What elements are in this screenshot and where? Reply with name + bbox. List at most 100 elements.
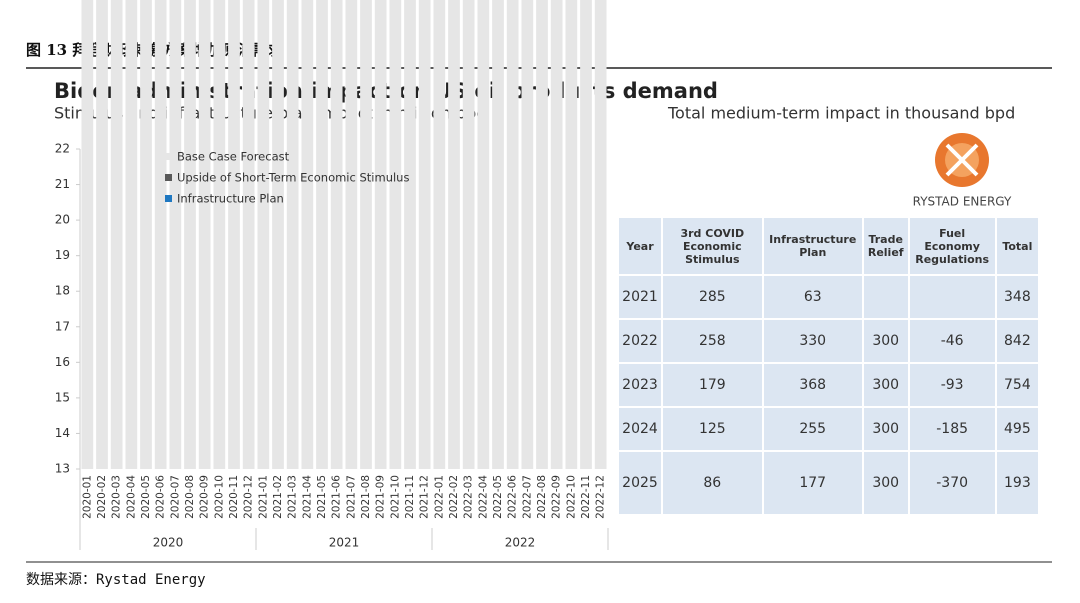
- x-tick-label: 2020-09: [199, 475, 211, 519]
- x-tick-label: 2020-05: [140, 475, 152, 519]
- table-cell: 2021: [617, 274, 663, 320]
- table-cell: 495: [994, 406, 1041, 452]
- x-tick-label: 2020-07: [169, 475, 181, 519]
- x-tick-label: 2022-08: [536, 475, 548, 519]
- table-cell: 86: [660, 450, 764, 516]
- table-cell: 285: [660, 274, 764, 320]
- x-tick-label: 2020-12: [243, 475, 255, 519]
- x-tick-label: 2022-06: [507, 475, 519, 519]
- bar-segment: [110, 0, 123, 470]
- x-tick-label: 2022-04: [477, 475, 489, 519]
- y-tick-label: 19: [55, 248, 70, 262]
- table-cell: 179: [660, 362, 764, 408]
- bar-segment: [521, 0, 534, 469]
- bar-segment: [433, 0, 446, 469]
- bar-segment: [389, 0, 402, 469]
- bar-segment: [360, 0, 372, 469]
- bar-segment: [506, 0, 519, 470]
- table-cell: -46: [907, 318, 997, 364]
- x-tick-label: 2022-07: [521, 475, 533, 519]
- x-tick-label: 2021-04: [301, 475, 313, 519]
- legend-swatch: [165, 153, 172, 160]
- bar-segment: [257, 0, 270, 469]
- table-header-cell: Infrastructure Plan: [761, 216, 864, 276]
- bar-segment: [198, 0, 211, 470]
- y-tick-label: 16: [55, 355, 70, 369]
- x-group-label: 2022: [505, 536, 536, 550]
- table-row: 2022 258 330 300 -46 842: [617, 318, 1041, 364]
- table-header-cell: Year: [617, 216, 663, 276]
- y-tick-label: 14: [55, 426, 70, 440]
- impact-table: Year 3rd COVID Economic Stimulus Infrastru…: [617, 216, 1041, 516]
- bar-segment: [594, 0, 607, 469]
- table-title: Total medium-term impact in thousand bpd: [667, 104, 1015, 123]
- x-tick-label: 2020-08: [184, 475, 196, 519]
- x-tick-label: 2021-06: [331, 475, 343, 519]
- x-tick-label: 2020-11: [228, 475, 240, 519]
- table-cell: -185: [907, 406, 997, 452]
- table-cell: 193: [994, 450, 1041, 516]
- legend-label: Upside of Short-Term Economic Stimulus: [177, 171, 409, 185]
- table-cell: 2023: [617, 362, 663, 408]
- x-group-label: 2021: [329, 536, 360, 550]
- table-cell: -93: [907, 362, 997, 408]
- table-cell: 2024: [617, 406, 663, 452]
- table-cell: 300: [861, 406, 910, 452]
- y-tick-label: 15: [55, 390, 70, 404]
- bar-segment: [140, 0, 152, 470]
- table-cell: 63: [761, 274, 864, 320]
- x-tick-label: 2021-12: [419, 475, 431, 519]
- legend-label: Base Case Forecast: [177, 150, 290, 164]
- x-tick-label: 2021-08: [360, 475, 372, 519]
- table-header-cell: Total: [994, 216, 1041, 276]
- x-tick-label: 2021-10: [389, 475, 401, 519]
- x-tick-label: 2022-09: [551, 475, 563, 519]
- x-tick-label: 2022-11: [580, 475, 592, 519]
- bar-segment: [301, 0, 314, 470]
- table-cell: 842: [994, 318, 1041, 364]
- table-cell: 258: [660, 318, 764, 364]
- table-cell: 368: [761, 362, 864, 408]
- table-cell: 177: [761, 450, 864, 516]
- bar-segment: [125, 0, 138, 470]
- bar-segment: [213, 0, 226, 469]
- bar-segment: [286, 0, 299, 470]
- bar-segment: [462, 0, 475, 469]
- x-tick-label: 2022-02: [448, 475, 460, 519]
- bar-segment: [550, 0, 563, 469]
- x-tick-label: 2021-09: [375, 475, 387, 519]
- table-cell: 300: [861, 318, 910, 364]
- table-cell: 300: [861, 450, 910, 516]
- logo-text: RYSTAD ENERGY: [913, 195, 1012, 209]
- y-tick-label: 22: [55, 142, 70, 156]
- bar-segment: [536, 0, 548, 470]
- table-cell: 754: [994, 362, 1041, 408]
- table-header-cell: 3rd COVID Economic Stimulus: [660, 216, 764, 276]
- x-tick-label: 2020-01: [81, 475, 93, 519]
- y-tick-label: 17: [55, 319, 70, 333]
- table-header-cell: Fuel Economy Regulations: [907, 216, 997, 276]
- table-cell: 255: [761, 406, 864, 452]
- x-tick-label: 2020-06: [155, 475, 167, 519]
- bar-segment: [404, 0, 416, 470]
- y-tick-label: 20: [55, 213, 70, 227]
- table-cell: 300: [861, 362, 910, 408]
- table-row: 2024 125 255 300 -185 495: [617, 406, 1041, 452]
- bar-segment: [272, 0, 284, 469]
- bar-segment: [96, 0, 108, 469]
- bar-segment: [330, 0, 343, 470]
- bar-segment: [448, 0, 460, 469]
- x-tick-label: 2022-03: [463, 475, 475, 519]
- x-tick-label: 2021-01: [257, 475, 269, 519]
- x-tick-label: 2022-12: [595, 475, 607, 519]
- bar-segment: [345, 0, 358, 469]
- x-tick-label: 2020-10: [213, 475, 225, 519]
- bar-segment: [565, 0, 578, 469]
- bar-segment: [374, 0, 387, 470]
- source: 数据来源：Rystad Energy: [26, 572, 206, 588]
- bar-segment: [242, 0, 255, 469]
- table-cell: -370: [907, 450, 997, 516]
- table-row: 2021 285 63 348: [617, 274, 1041, 320]
